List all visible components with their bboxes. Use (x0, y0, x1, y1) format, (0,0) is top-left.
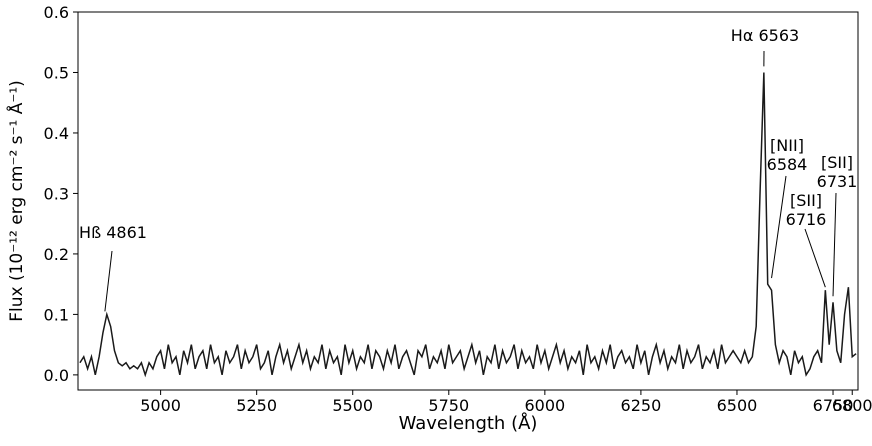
x-tick-label: 5250 (236, 396, 277, 415)
annotation-line (772, 176, 786, 278)
x-tick-label: 6800 (832, 396, 872, 415)
annotation-text: [SII] (821, 153, 853, 172)
annotation-text: [NII] (770, 136, 804, 155)
plot-frame (78, 12, 858, 390)
x-tick-label: 6000 (524, 396, 565, 415)
x-tick-label: 5000 (140, 396, 181, 415)
annotation-text: Hα 6563 (731, 26, 799, 45)
annotation-text: [SII] (790, 191, 822, 210)
x-tick-label: 6500 (717, 396, 758, 415)
y-tick-label: 0.0 (44, 366, 69, 385)
annotation-line (105, 251, 112, 311)
y-tick-label: 0.1 (44, 305, 69, 324)
y-axis-title: Flux (10⁻¹² erg cm⁻² s⁻¹ Å⁻¹) (5, 80, 27, 322)
annotation-text: 6716 (786, 210, 827, 229)
y-tick-label: 0.4 (44, 124, 69, 143)
y-tick-label: 0.2 (44, 245, 69, 264)
y-tick-label: 0.3 (44, 184, 69, 203)
y-tick-label: 0.6 (44, 3, 69, 22)
annotation-text: 6584 (767, 155, 808, 174)
x-tick-label: 5750 (428, 396, 469, 415)
annotation-line (805, 229, 825, 287)
annotation-text: Hß 4861 (79, 223, 147, 242)
x-axis-title: Wavelength (Å) (399, 412, 538, 434)
annotation-text: 6731 (817, 172, 858, 191)
x-tick-label: 6250 (621, 396, 662, 415)
x-tick-label: 5500 (332, 396, 373, 415)
y-tick-label: 0.5 (44, 63, 69, 82)
spectrum-line (80, 72, 856, 374)
annotation-line (833, 193, 836, 296)
